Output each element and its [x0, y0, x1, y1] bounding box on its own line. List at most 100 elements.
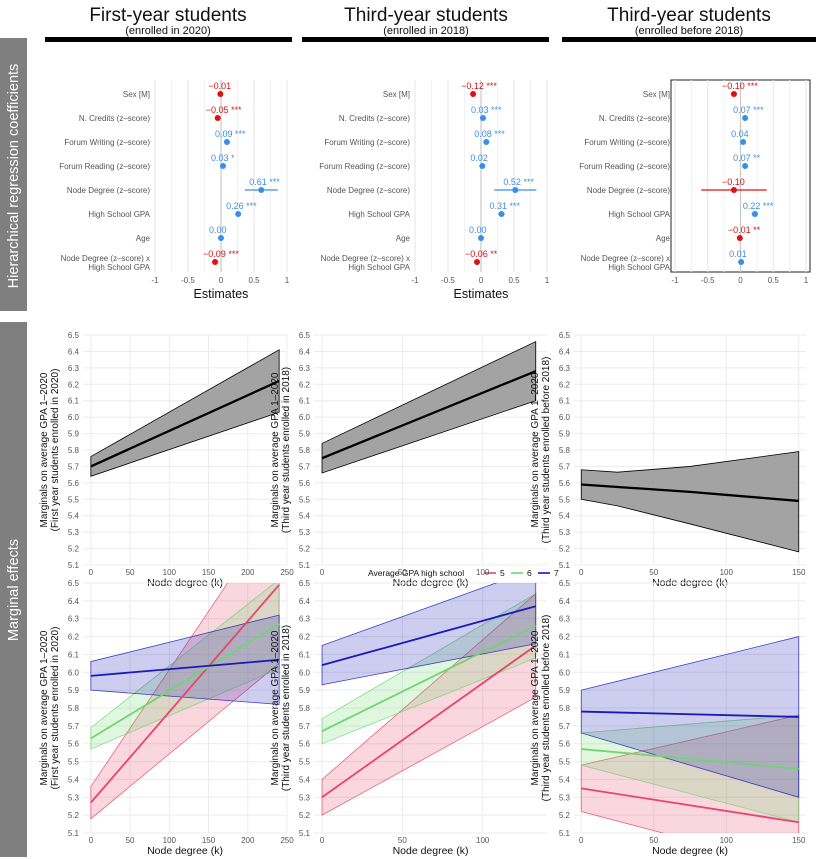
y-tick-label: 5.3	[299, 793, 311, 802]
estimate-label: 0.08 ***	[474, 129, 505, 139]
estimate-point	[258, 187, 265, 193]
estimate-point	[214, 115, 221, 121]
x-tick-label: 150	[792, 836, 806, 845]
coef-chart-1: -1 -0.5 0 0.5 1 Estimates Sex [M] −0.01 N. Credi…	[59, 80, 290, 301]
estimate-point	[223, 139, 230, 145]
x-tick-label: 1	[285, 276, 290, 285]
y-tick-label: 5.5	[68, 495, 80, 504]
x-tick-label: 1	[545, 276, 550, 285]
estimate-label: 0.02	[470, 153, 488, 163]
y-tick-label: 6.2	[299, 380, 311, 389]
marginal-chart-3: 5.1 5.2 5.3 5.4 5.5 5.6 5.7 5.8 5.9 6.0 6.1 6.2 6.3 6…	[530, 331, 806, 589]
y-tick-label: 6.0	[559, 668, 571, 677]
term-label: Node Degree (z–score) x	[581, 254, 670, 263]
y-tick-label: 6.5	[559, 579, 571, 588]
term-label: High School GPA	[88, 263, 150, 272]
y-tick-label: 6.1	[559, 397, 571, 406]
x-tick-label: 0	[89, 836, 94, 845]
estimate-point	[470, 91, 477, 97]
ci-band-overall	[90, 349, 280, 477]
term-label: Node Degree (z–score) x	[61, 254, 150, 263]
x-tick-label: 0	[579, 568, 584, 577]
x-tick-label: 0.5	[508, 276, 520, 285]
coef-chart-3: -1 -0.5 0 0.5 1 Sex [M] −0.10 *** N. Credits (z…	[579, 79, 811, 285]
y-tick-label: 5.7	[559, 462, 571, 471]
y-tick-label: 5.4	[299, 775, 311, 784]
x-axis-label: Estimates	[454, 287, 509, 301]
x-axis-label: Node degree (k)	[393, 845, 469, 857]
y-axis-label-sub: (Third year students enrolled in 2018)	[281, 367, 292, 533]
estimate-point	[498, 211, 505, 217]
estimate-label: 0.00	[209, 225, 227, 235]
sidebar-label-marginal: Marginal effects	[6, 539, 22, 641]
term-label: Age	[136, 234, 151, 243]
y-tick-label: 5.3	[68, 793, 80, 802]
x-tick-label: 100	[476, 568, 490, 577]
x-tick-label: 100	[720, 568, 734, 577]
legend: Average GPA high school 5 6 7	[368, 568, 559, 578]
y-tick-label: 6.3	[299, 364, 311, 373]
estimate-point	[738, 259, 745, 265]
y-tick-label: 5.9	[299, 686, 311, 695]
y-tick-label: 5.9	[559, 686, 571, 695]
estimate-label: 0.26 ***	[226, 201, 257, 211]
estimate-label: 0.52 ***	[503, 177, 534, 187]
estimate-label: −0.09 ***	[203, 249, 239, 259]
y-tick-label: 6.2	[559, 380, 571, 389]
series-line-7	[321, 605, 536, 667]
plot-area	[90, 583, 280, 820]
y-tick-label: 5.4	[68, 512, 80, 521]
series-line-5	[321, 644, 537, 799]
interaction-chart-1: 5.1 5.2 5.3 5.4 5.5 5.6 5.7 5.8 5.9 6.0 6.1 6.2 6.3 6…	[39, 579, 294, 857]
term-label: Node Degree (z–score)	[327, 186, 410, 195]
x-tick-label: 50	[649, 568, 658, 577]
y-axis-label-sub: (Third year students enrolled before 201…	[541, 357, 552, 544]
column-subtitle-2: (enrolled in 2018)	[383, 25, 469, 37]
marginal-chart-2: 5.1 5.2 5.3 5.4 5.5 5.6 5.7 5.8 5.9 6.0 6.1 6.2 6.3 6…	[270, 331, 547, 589]
x-tick-label: 50	[126, 836, 135, 845]
estimate-label: 0.01	[729, 249, 747, 259]
estimate-label: −0.06 **	[465, 249, 498, 259]
y-tick-label: 5.5	[299, 758, 311, 767]
term-label: Forum Writing (z–score)	[324, 138, 410, 147]
x-tick-label: 0	[738, 276, 743, 285]
ci-band-7	[321, 583, 537, 686]
x-tick-label: 50	[126, 568, 135, 577]
plot-area	[321, 340, 537, 474]
x-tick-label: 0	[320, 568, 325, 577]
y-tick-label: 6.3	[559, 364, 571, 373]
x-tick-label: 0.5	[248, 276, 260, 285]
x-tick-label: 150	[202, 568, 216, 577]
estimate-label: −0.01	[208, 81, 231, 91]
column-rule-3	[562, 37, 816, 42]
series-line-6	[321, 625, 537, 733]
term-label: High School GPA	[608, 263, 670, 272]
y-tick-label: 5.2	[559, 545, 571, 554]
y-tick-label: 5.6	[68, 479, 80, 488]
y-axis-label: Marginals on average GPA 1–2020	[530, 630, 541, 785]
y-tick-label: 6.1	[299, 397, 311, 406]
x-tick-label: 200	[241, 568, 255, 577]
x-tick-label: 0	[320, 836, 325, 845]
y-tick-label: 6.0	[68, 668, 80, 677]
y-tick-label: 5.9	[299, 430, 311, 439]
y-tick-label: 6.4	[68, 597, 80, 606]
plot-area	[90, 349, 280, 477]
y-tick-label: 5.8	[68, 446, 80, 455]
y-tick-label: 6.3	[299, 615, 311, 624]
estimate-label: −0.05 ***	[206, 105, 242, 115]
x-axis-label: Estimates	[194, 287, 249, 301]
column-subtitle-3: (enrolled before 2018)	[635, 25, 743, 37]
estimate-label: −0.12 ***	[461, 81, 497, 91]
x-tick-label: 250	[280, 568, 294, 577]
y-tick-label: 6.4	[299, 347, 311, 356]
legend-label-5: 5	[500, 568, 505, 578]
y-axis-label: Marginals on average GPA 1–2020	[39, 630, 50, 785]
estimate-point	[474, 259, 481, 265]
y-axis-label-sub: (Third year students enrolled before 201…	[541, 615, 552, 802]
y-tick-label: 6.0	[559, 413, 571, 422]
term-label: Node Degree (z–score) x	[321, 254, 410, 263]
y-axis-label-sub: (First year students enrolled in 2020)	[50, 627, 61, 790]
y-tick-label: 6.5	[68, 579, 80, 588]
